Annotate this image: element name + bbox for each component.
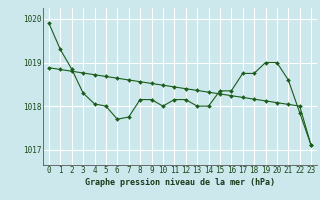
X-axis label: Graphe pression niveau de la mer (hPa): Graphe pression niveau de la mer (hPa) <box>85 178 275 187</box>
